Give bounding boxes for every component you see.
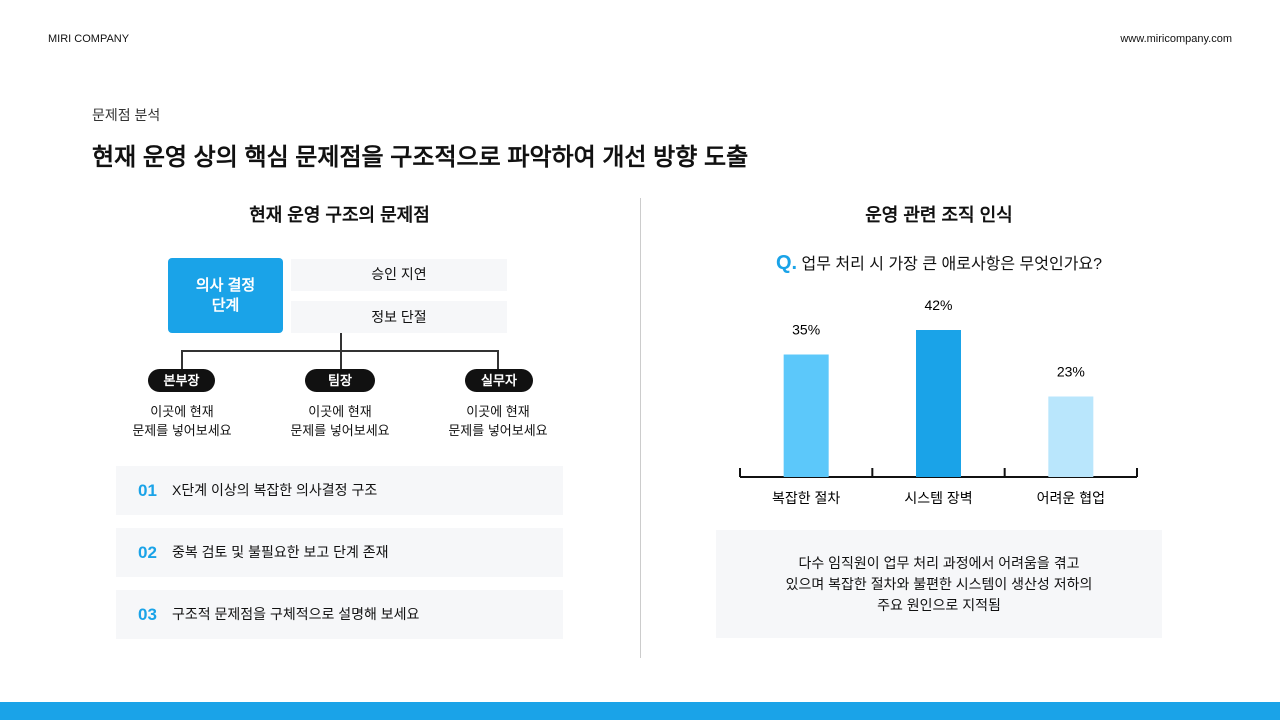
issue: 정보 단절 xyxy=(291,301,507,333)
tree-line xyxy=(497,350,499,370)
brand: MIRI COMPANY xyxy=(48,33,130,45)
role-desc: 이곳에 현재 문제를 넣어보세요 xyxy=(132,404,232,438)
value-label: 23% xyxy=(1057,364,1085,380)
tree-line xyxy=(340,350,342,370)
footer-bar xyxy=(0,702,1280,720)
problem-num: 01 xyxy=(138,481,157,500)
question-mark: Q. xyxy=(775,252,798,274)
problem-num: 03 xyxy=(138,605,157,624)
section-title: 현재 운영 상의 핵심 문제점을 구조적으로 파악하여 개선 방향 도출 xyxy=(92,144,749,171)
bar xyxy=(1048,396,1094,477)
role-pill: 실무자 xyxy=(465,369,533,392)
section-label: 문제점 분석 xyxy=(92,107,161,123)
problem: 01 X단계 이상의 복잡한 의사결정 구조 xyxy=(116,466,563,515)
value-label: 35% xyxy=(792,322,820,338)
chart: 35% 복잡한 절차 42% 시스템 장벽 23% 어려운 협업 xyxy=(739,297,1138,506)
problem-text: 중복 검토 및 불필요한 보고 단계 존재 xyxy=(172,544,389,560)
tree-line xyxy=(340,333,342,352)
problem: 02 중복 검토 및 불필요한 보고 단계 존재 xyxy=(116,528,563,577)
role-desc: 이곳에 현재 문제를 넣어보세요 xyxy=(290,404,390,438)
role-pill: 팀장 xyxy=(305,369,375,392)
role-pill: 본부장 xyxy=(148,369,215,392)
category-label: 어려운 협업 xyxy=(1037,490,1105,506)
problem-text: X단계 이상의 복잡한 의사결정 구조 xyxy=(172,482,378,498)
decision-box: 의사 결정 단계 xyxy=(168,258,283,333)
divider xyxy=(640,198,641,658)
question-text: 업무 처리 시 가장 큰 애로사항은 무엇인가요? xyxy=(801,256,1103,273)
issue: 승인 지연 xyxy=(291,259,507,291)
category-label: 시스템 장벽 xyxy=(904,490,972,506)
bar xyxy=(916,330,961,477)
url: www.miricompany.com xyxy=(1120,33,1232,45)
role-desc: 이곳에 현재 문제를 넣어보세요 xyxy=(448,404,548,438)
chart-title: 운영 관련 조직 인식 xyxy=(865,205,1013,225)
left-title: 현재 운영 구조의 문제점 xyxy=(249,205,430,225)
summary: 다수 임직원이 업무 처리 과정에서 어려움을 겪고 있으며 복잡한 절차와 불… xyxy=(716,530,1162,638)
question: Q. 업무 처리 시 가장 큰 애로사항은 무엇인가요? xyxy=(716,250,1162,275)
problem-text: 구조적 문제점을 구체적으로 설명해 보세요 xyxy=(172,606,420,622)
problem-num: 02 xyxy=(138,543,157,562)
tree-line xyxy=(181,350,183,370)
bar xyxy=(783,354,829,477)
category-label: 복잡한 절차 xyxy=(772,490,840,506)
problem: 03 구조적 문제점을 구체적으로 설명해 보세요 xyxy=(116,590,563,639)
value-label: 42% xyxy=(924,297,952,313)
